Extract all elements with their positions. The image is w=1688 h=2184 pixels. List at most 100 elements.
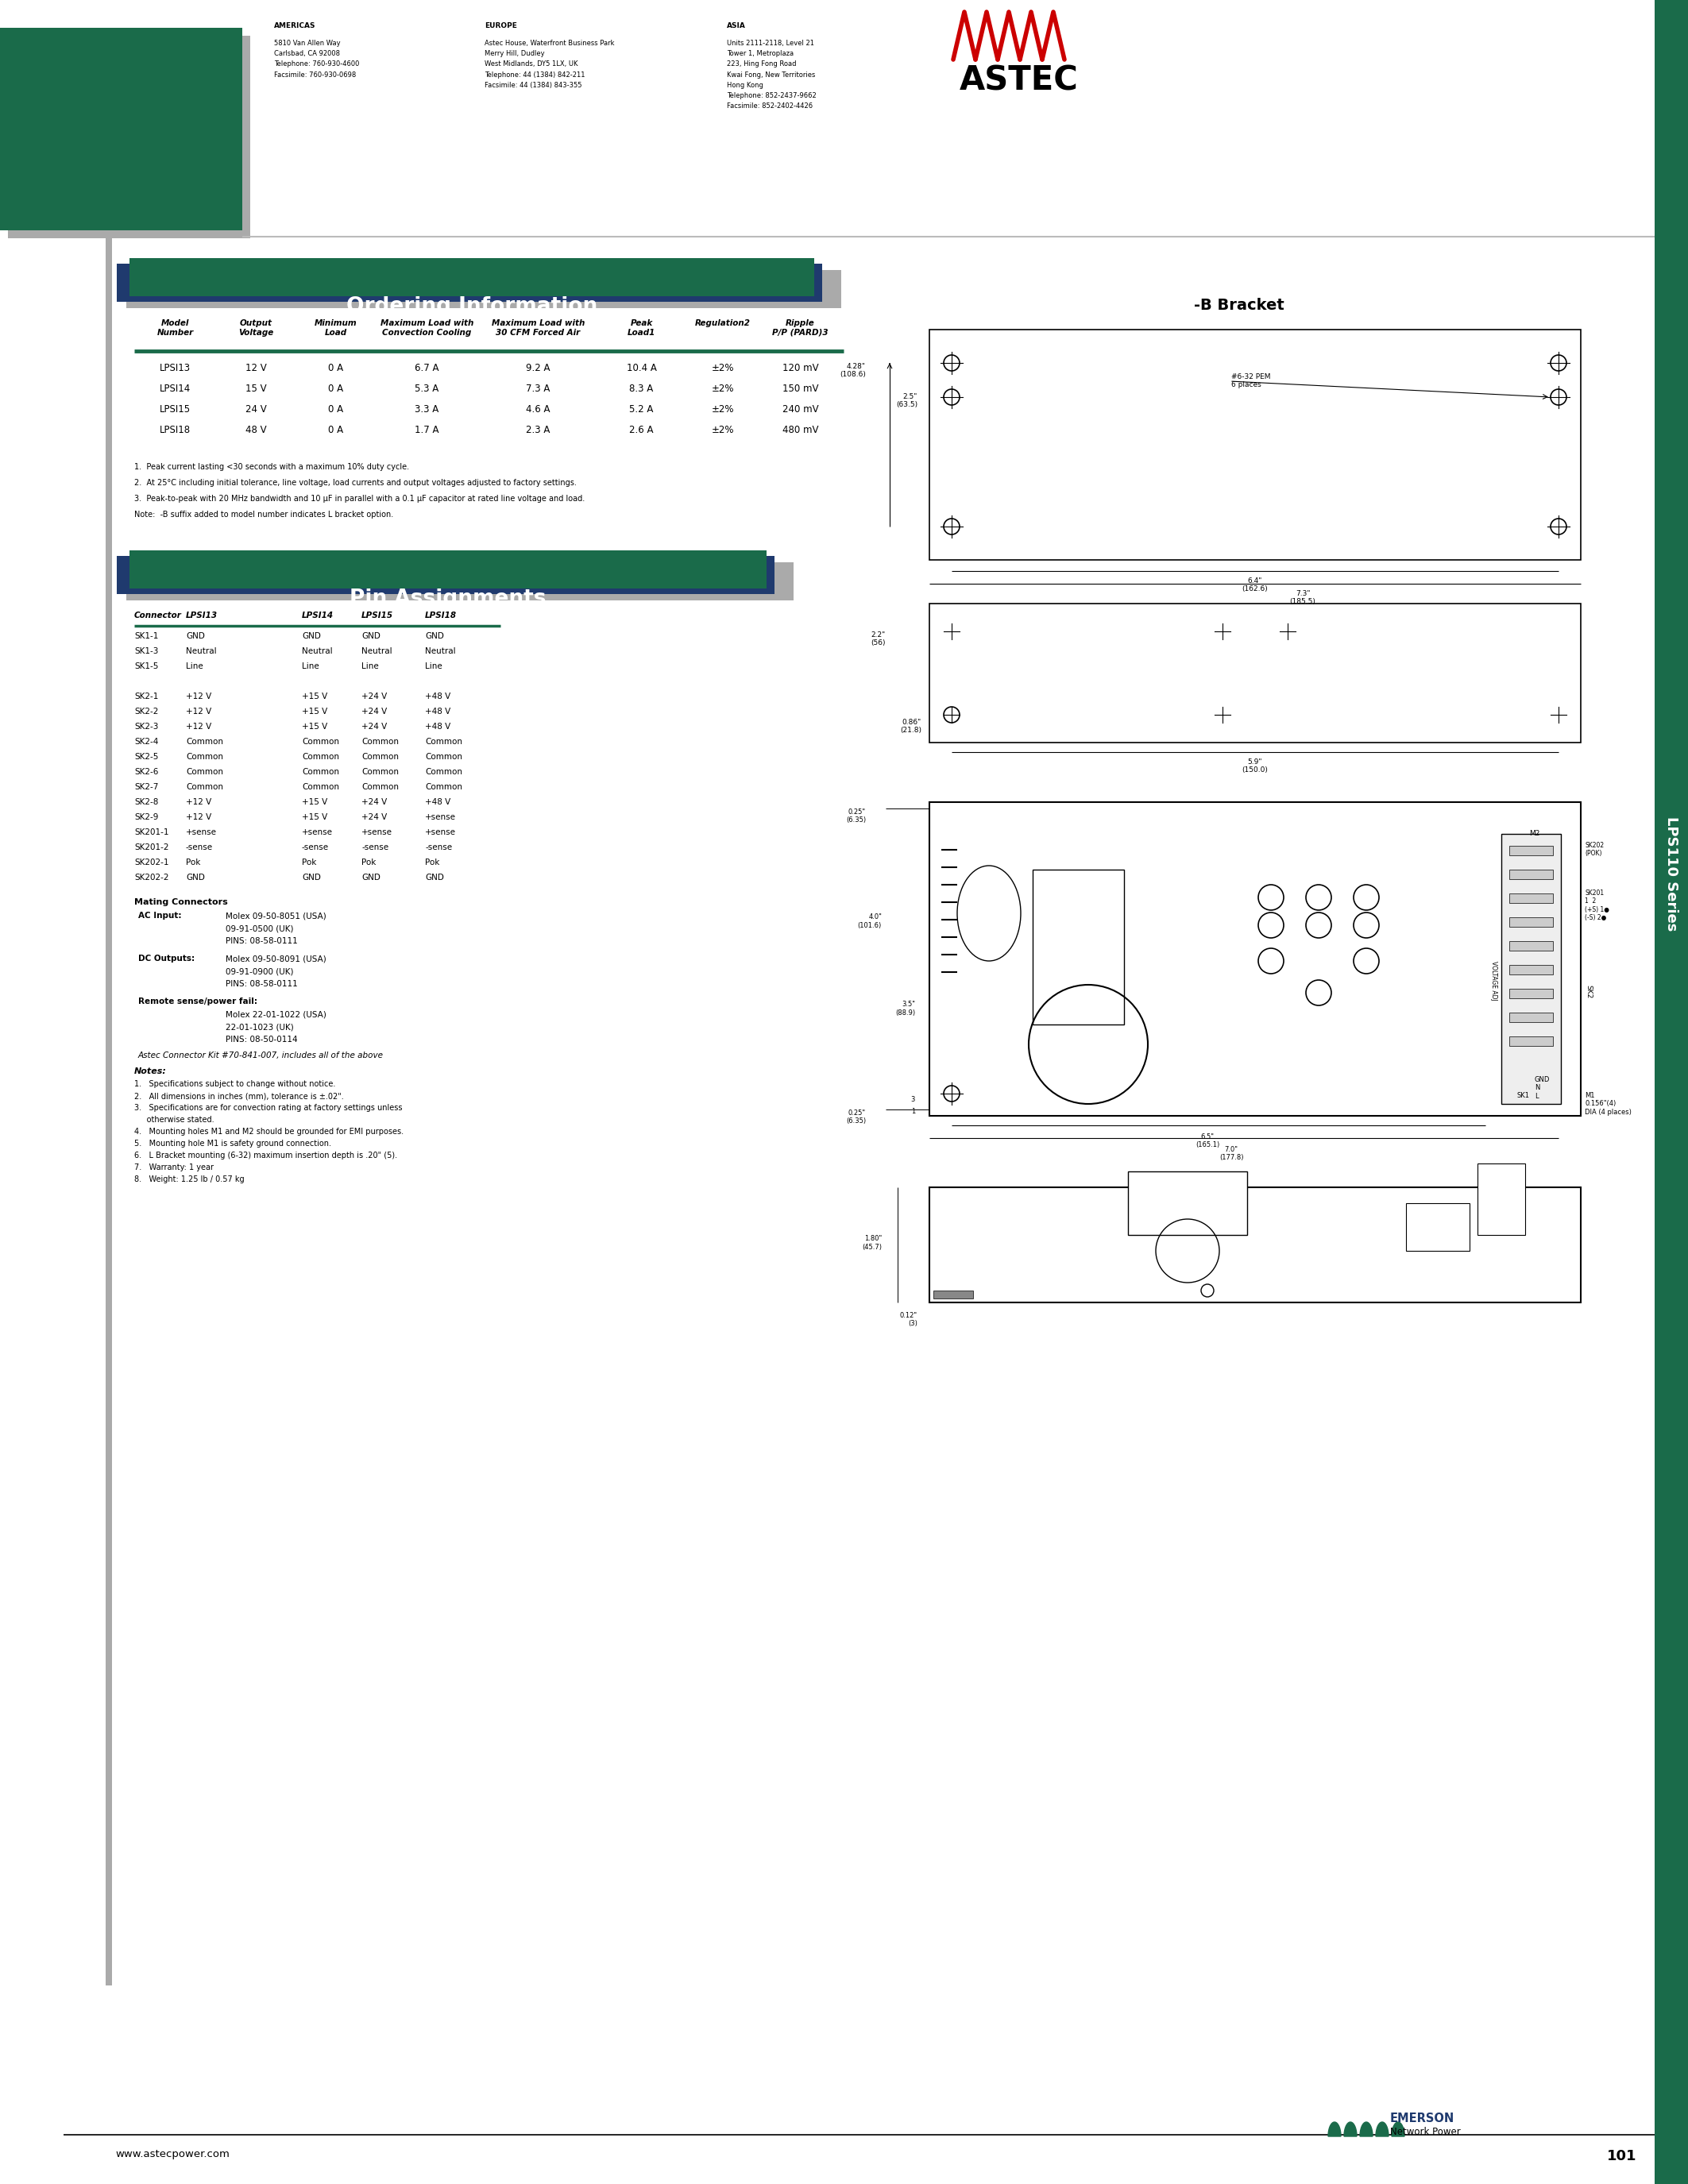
Text: Ripple
P/P (PARD)3: Ripple P/P (PARD)3: [773, 319, 829, 336]
Text: 6.4"
(162.6): 6.4" (162.6): [1242, 577, 1268, 592]
Text: 15 V: 15 V: [246, 384, 267, 393]
Polygon shape: [1328, 2123, 1340, 2136]
Bar: [1406, 1203, 1470, 1251]
Text: Common: Common: [361, 769, 398, 775]
Text: Regulation2: Regulation2: [695, 319, 751, 328]
Text: 09-91-0500 (UK): 09-91-0500 (UK): [226, 924, 294, 933]
Text: Peak
Load1: Peak Load1: [628, 319, 655, 336]
Text: LPSI15: LPSI15: [361, 612, 393, 620]
Text: 101: 101: [1607, 2149, 1636, 2164]
Text: Line: Line: [361, 662, 378, 670]
Bar: [0, 28, 243, 229]
Bar: [933, 1291, 972, 1299]
Text: SK2-1: SK2-1: [135, 692, 159, 701]
Text: 4.28"
(108.6): 4.28" (108.6): [839, 363, 866, 378]
Text: 0 A: 0 A: [327, 363, 343, 373]
Text: LPSI14: LPSI14: [160, 384, 191, 393]
Bar: [127, 271, 841, 308]
Text: SK2-5: SK2-5: [135, 753, 159, 760]
Bar: [1033, 869, 1124, 1024]
Text: 0.12"
(3): 0.12" (3): [900, 1313, 918, 1328]
Text: 4.   Mounting holes M1 and M2 should be grounded for EMI purposes.: 4. Mounting holes M1 and M2 should be gr…: [135, 1127, 403, 1136]
Text: Common: Common: [302, 784, 339, 791]
Text: 0.86"
(21.8): 0.86" (21.8): [900, 719, 922, 734]
Text: 2.  At 25°C including initial tolerance, line voltage, load currents and output : 2. At 25°C including initial tolerance, …: [135, 478, 577, 487]
Text: Common: Common: [361, 784, 398, 791]
Text: GND: GND: [361, 631, 380, 640]
Text: 1.   Specifications subject to change without notice.: 1. Specifications subject to change with…: [135, 1081, 336, 1088]
Text: GND: GND: [425, 874, 444, 882]
Text: +24 V: +24 V: [361, 692, 387, 701]
Text: 2.   All dimensions in inches (mm), tolerance is ±.02".: 2. All dimensions in inches (mm), tolera…: [135, 1092, 344, 1101]
Bar: [1128, 1171, 1247, 1234]
Bar: [1509, 1037, 1553, 1046]
Text: GND
N
L: GND N L: [1534, 1077, 1550, 1101]
Text: +15 V: +15 V: [302, 692, 327, 701]
Text: 6.7 A: 6.7 A: [415, 363, 439, 373]
Text: Neutral: Neutral: [361, 646, 392, 655]
Text: +24 V: +24 V: [361, 723, 387, 732]
Text: GND: GND: [361, 874, 380, 882]
Text: Pok: Pok: [186, 858, 201, 867]
Text: SK2-8: SK2-8: [135, 797, 159, 806]
Text: -sense: -sense: [302, 843, 329, 852]
Text: -sense: -sense: [425, 843, 452, 852]
Polygon shape: [1344, 2123, 1357, 2136]
Text: DC Outputs:: DC Outputs:: [138, 954, 194, 963]
Text: 3.   Specifications are for convection rating at factory settings unless: 3. Specifications are for convection rat…: [135, 1103, 402, 1112]
Text: +sense: +sense: [425, 828, 456, 836]
Text: Molex 09-50-8051 (USA): Molex 09-50-8051 (USA): [226, 911, 326, 919]
Text: SK2-9: SK2-9: [135, 812, 159, 821]
Text: LPSI13: LPSI13: [160, 363, 191, 373]
Text: Neutral: Neutral: [302, 646, 333, 655]
Text: EUROPE: EUROPE: [484, 22, 517, 28]
Text: +48 V: +48 V: [425, 723, 451, 732]
Text: 6.5"
(165.1): 6.5" (165.1): [1195, 1133, 1219, 1149]
Text: Common: Common: [302, 769, 339, 775]
Text: Pok: Pok: [425, 858, 439, 867]
Text: +15 V: +15 V: [302, 797, 327, 806]
Text: Maximum Load with
30 CFM Forced Air: Maximum Load with 30 CFM Forced Air: [491, 319, 584, 336]
Text: SK2-3: SK2-3: [135, 723, 159, 732]
Bar: [116, 557, 775, 594]
Text: SK1: SK1: [1518, 1092, 1529, 1099]
Text: SK1-3: SK1-3: [135, 646, 159, 655]
Text: -sense: -sense: [361, 843, 388, 852]
Text: LPSI13: LPSI13: [186, 612, 218, 620]
Text: +sense: +sense: [361, 828, 392, 836]
Text: Output
Voltage: Output Voltage: [238, 319, 273, 336]
Bar: [930, 330, 1580, 559]
Text: GND: GND: [425, 631, 444, 640]
Text: AC Input:: AC Input:: [138, 911, 182, 919]
Text: -sense: -sense: [186, 843, 213, 852]
Text: +15 V: +15 V: [302, 723, 327, 732]
Text: ±2%: ±2%: [712, 384, 734, 393]
Text: +24 V: +24 V: [361, 708, 387, 716]
Text: ±2%: ±2%: [712, 404, 734, 415]
Text: 240 mV: 240 mV: [782, 404, 819, 415]
Bar: [130, 258, 814, 297]
Text: ASTEC: ASTEC: [959, 63, 1079, 96]
Text: +48 V: +48 V: [425, 797, 451, 806]
Text: +12 V: +12 V: [186, 812, 211, 821]
Text: EMERSON: EMERSON: [1391, 2112, 1455, 2125]
Polygon shape: [1376, 2123, 1389, 2136]
Text: 7.   Warranty: 1 year: 7. Warranty: 1 year: [135, 1164, 214, 1171]
Text: www.astecpower.com: www.astecpower.com: [115, 2149, 230, 2160]
Text: Connector: Connector: [135, 612, 182, 620]
Text: 0.25"
(6.35): 0.25" (6.35): [846, 808, 866, 823]
Text: Pok: Pok: [302, 858, 316, 867]
Bar: [1509, 869, 1553, 880]
Text: Common: Common: [186, 753, 223, 760]
Text: LPSI18: LPSI18: [425, 612, 457, 620]
Text: LPSI15: LPSI15: [160, 404, 191, 415]
Text: 3.3 A: 3.3 A: [415, 404, 439, 415]
Bar: [8, 35, 250, 238]
Text: VOLTAGE ADJ: VOLTAGE ADJ: [1491, 961, 1497, 1000]
Text: Astec Connector Kit #70-841-007, includes all of the above: Astec Connector Kit #70-841-007, include…: [138, 1051, 383, 1059]
Bar: [1477, 1164, 1526, 1234]
Text: 8.   Weight: 1.25 lb / 0.57 kg: 8. Weight: 1.25 lb / 0.57 kg: [135, 1175, 245, 1184]
Bar: [1509, 845, 1553, 856]
Text: 5.   Mounting hole M1 is safety ground connection.: 5. Mounting hole M1 is safety ground con…: [135, 1140, 331, 1147]
Text: Common: Common: [425, 784, 463, 791]
